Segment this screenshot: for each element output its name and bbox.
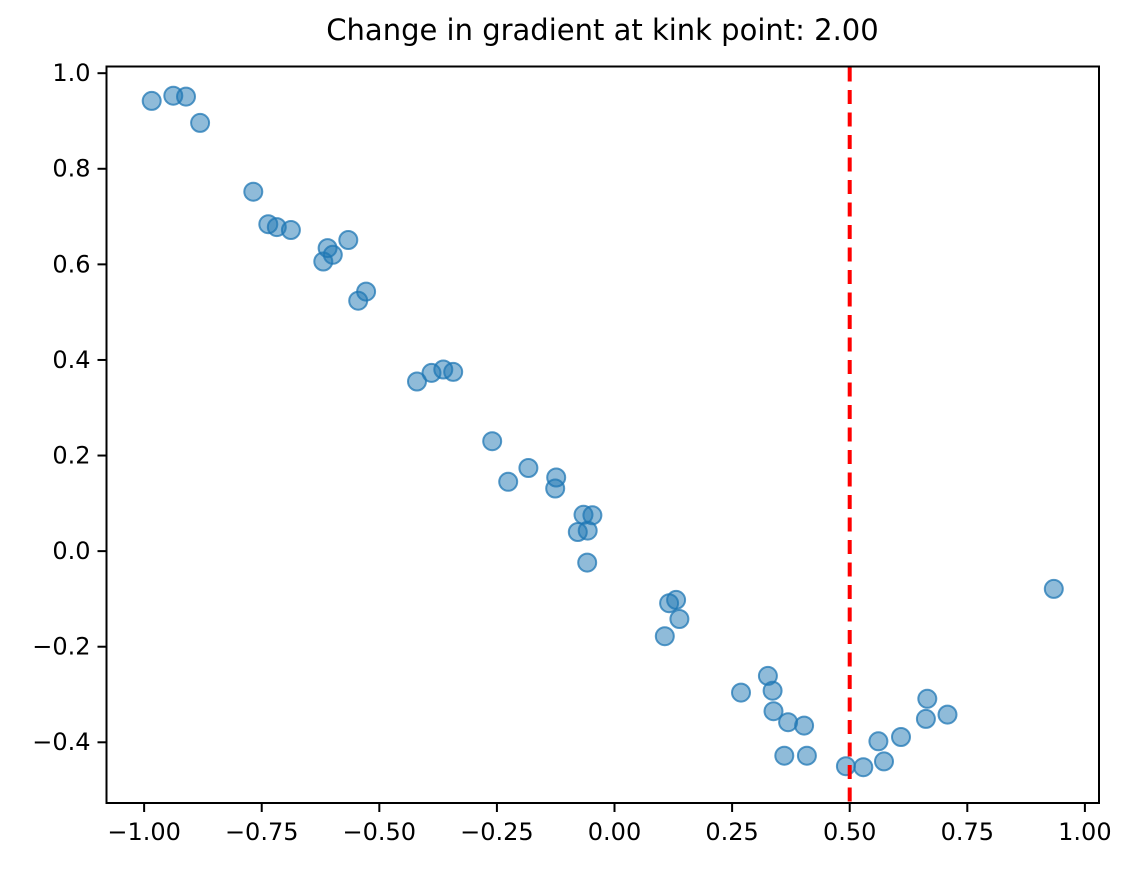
y-axis-tick-label: 0.6 bbox=[52, 250, 90, 278]
scatter-point bbox=[794, 715, 815, 736]
scatter-point bbox=[774, 745, 795, 766]
y-axis-tick-label: 0.4 bbox=[52, 346, 90, 374]
scatter-point bbox=[874, 751, 894, 772]
scatter-point bbox=[666, 589, 687, 610]
x-axis-tick-label: −1.00 bbox=[107, 818, 181, 846]
scatter-point bbox=[835, 756, 856, 777]
x-axis-tick-label: 1.00 bbox=[1058, 818, 1111, 846]
scatter-point bbox=[762, 680, 783, 701]
x-axis-tick-label: 0.25 bbox=[705, 818, 758, 846]
scatter-point bbox=[280, 220, 301, 240]
x-axis-tick-label: −0.25 bbox=[460, 818, 534, 846]
chart-title: Change in gradient at kink point: 2.00 bbox=[326, 13, 879, 47]
scatter-point bbox=[891, 727, 911, 747]
scatter-point bbox=[763, 701, 784, 722]
scatter-point bbox=[937, 704, 958, 725]
scatter-point bbox=[853, 757, 874, 778]
scatter-point bbox=[778, 712, 799, 733]
scatter-point bbox=[546, 467, 567, 488]
scatter-point bbox=[577, 552, 598, 573]
x-axis-tick-label: 0.75 bbox=[941, 818, 994, 846]
scatter-point bbox=[582, 505, 603, 526]
scatter-point bbox=[190, 112, 211, 133]
y-axis-tick-label: 1.0 bbox=[52, 59, 90, 87]
x-axis-tick-label: −0.50 bbox=[343, 818, 417, 846]
y-axis-tick-label: −0.4 bbox=[32, 728, 90, 756]
scatter-point bbox=[1043, 578, 1064, 599]
scatter-point bbox=[141, 90, 162, 111]
scatter-point bbox=[443, 361, 464, 382]
scatter-point bbox=[338, 230, 359, 250]
scatter-point bbox=[669, 609, 690, 629]
scatter-point bbox=[498, 471, 519, 492]
scatter-point bbox=[356, 281, 377, 302]
y-axis-tick-label: 0.8 bbox=[52, 155, 90, 183]
plot-frame bbox=[105, 65, 1100, 804]
x-axis-tick-label: 0.00 bbox=[588, 818, 641, 846]
scatter-point bbox=[796, 745, 817, 766]
scatter-point bbox=[868, 731, 889, 752]
scatter-point bbox=[243, 181, 264, 202]
y-axis-tick-label: −0.2 bbox=[32, 633, 90, 661]
x-axis-tick-label: −0.75 bbox=[225, 818, 299, 846]
scatter-point bbox=[176, 86, 196, 107]
x-axis-tick-label: 0.50 bbox=[823, 818, 876, 846]
scatter-point bbox=[915, 708, 936, 729]
y-axis-tick-label: 0.2 bbox=[52, 441, 90, 469]
scatter-point bbox=[731, 682, 751, 703]
scatter-point bbox=[322, 244, 343, 265]
y-axis-tick-label: 0.0 bbox=[52, 537, 90, 565]
scatter-point bbox=[518, 458, 539, 478]
scatter-point bbox=[482, 431, 503, 452]
scatter-point bbox=[407, 371, 427, 392]
scatter-point bbox=[654, 626, 675, 647]
scatter-point bbox=[917, 688, 938, 709]
